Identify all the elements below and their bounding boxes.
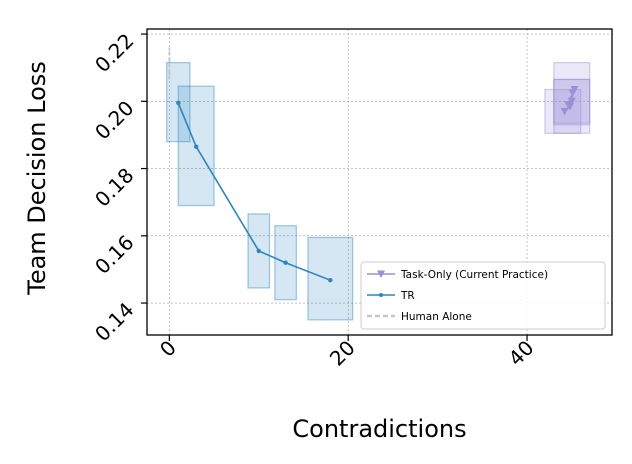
gridlines (147, 29, 612, 335)
data-point (176, 100, 181, 106)
series (168, 47, 579, 283)
y-axis-title: Team Decision Loss (23, 61, 51, 296)
x-axis-title: Contradictions (292, 415, 466, 443)
legend-item: Task-Only (Current Practice) (367, 269, 548, 281)
legend-item: TR (367, 290, 415, 302)
legend-label: Task-Only (Current Practice) (400, 269, 548, 281)
plot-frame (146, 28, 613, 336)
legend-frame (360, 261, 606, 330)
legend-label: Human Alone (401, 311, 472, 323)
data-point (560, 107, 569, 116)
legend-item: Human Alone (367, 311, 472, 323)
legend-label: TR (400, 290, 415, 302)
data-point (570, 86, 579, 94)
legend-marker (377, 270, 385, 278)
legend: Task-Only (Current Practice) TR Human Alon… (360, 261, 606, 330)
data-point (328, 277, 333, 283)
data-point (193, 144, 199, 149)
data-point (283, 260, 288, 265)
legend-marker (379, 293, 383, 297)
data-point (564, 101, 573, 109)
data-point (256, 248, 261, 254)
